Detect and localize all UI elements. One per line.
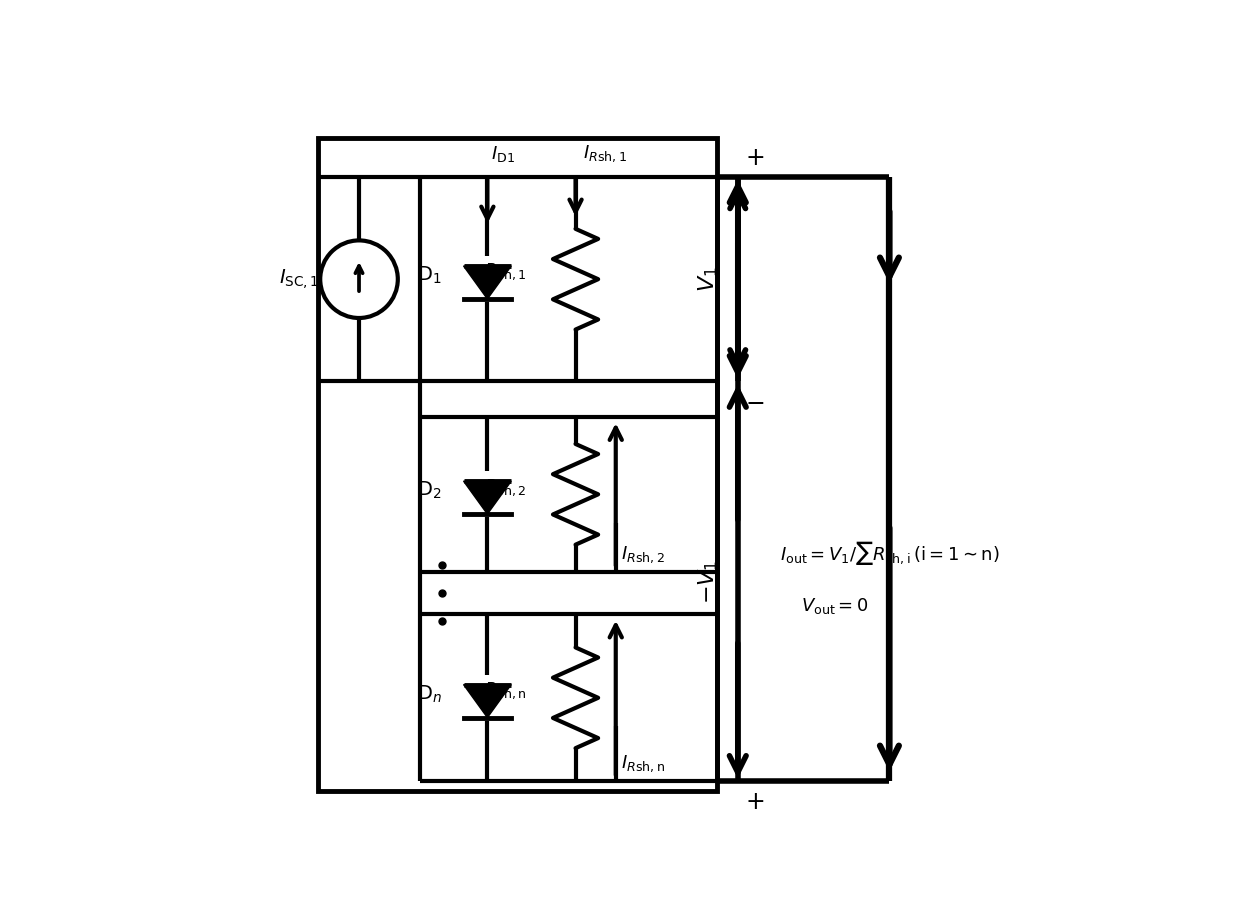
Text: $I_{R\mathrm{sh,n}}$: $I_{R\mathrm{sh,n}}$ [621,754,666,774]
Circle shape [320,240,398,318]
Polygon shape [464,266,511,299]
Text: $+$: $+$ [745,790,764,813]
Text: $-$: $-$ [745,390,764,414]
Text: $R_{\mathrm{sh,1}}$: $R_{\mathrm{sh,1}}$ [484,262,526,282]
Text: $I_{R\mathrm{sh,1}}$: $I_{R\mathrm{sh,1}}$ [583,144,626,164]
Polygon shape [464,481,511,514]
Text: $I_{\mathrm{out}}=V_1/\sum R_{\mathrm{sh,i}}\,(\mathrm{i{=}1{\sim}n})$: $I_{\mathrm{out}}=V_1/\sum R_{\mathrm{sh… [780,540,999,567]
Text: $I_{\mathrm{SC,1}}$: $I_{\mathrm{SC,1}}$ [279,267,319,291]
Text: $\mathrm{D}_1$: $\mathrm{D}_1$ [417,265,441,287]
Text: $I_{R\mathrm{sh,2}}$: $I_{R\mathrm{sh,2}}$ [621,544,665,565]
Polygon shape [464,684,511,717]
Text: $\mathrm{D}_2$: $\mathrm{D}_2$ [417,480,441,501]
Text: $V_{\mathrm{out}}{=}0$: $V_{\mathrm{out}}{=}0$ [801,596,869,616]
Text: $R_{\mathrm{sh,n}}$: $R_{\mathrm{sh,n}}$ [484,681,526,701]
Text: $+$: $+$ [745,146,764,169]
Text: $-V_1$: $-V_1$ [697,560,720,604]
Text: $\mathrm{D}_n$: $\mathrm{D}_n$ [417,683,441,705]
Text: $V_1$: $V_1$ [697,267,720,292]
Text: $I_{\mathrm{D1}}$: $I_{\mathrm{D1}}$ [491,144,515,164]
Bar [319,138,717,791]
Text: $R_{\mathrm{sh,2}}$: $R_{\mathrm{sh,2}}$ [484,477,526,497]
